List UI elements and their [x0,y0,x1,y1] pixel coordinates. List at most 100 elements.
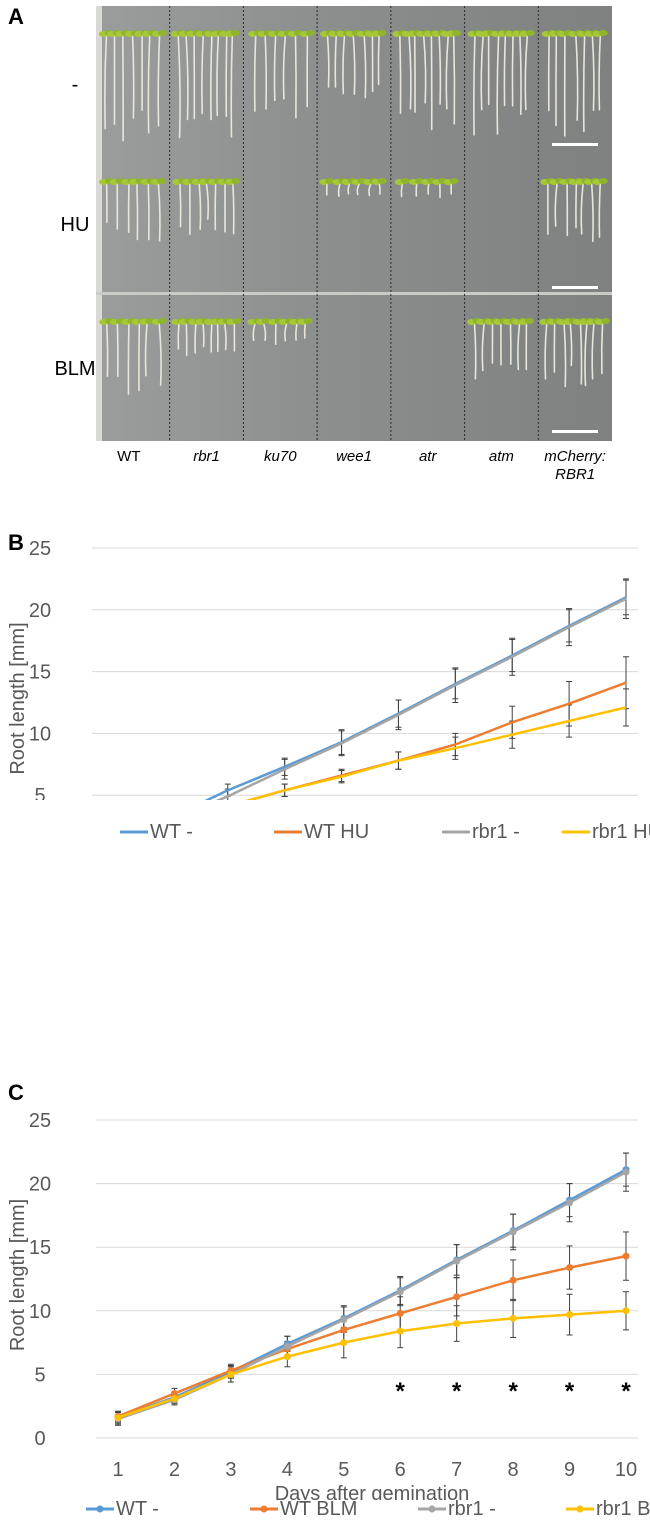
significance-marker: * [621,1378,631,1405]
seedling-root [496,35,500,135]
seedling-leaf [232,318,242,324]
row-label-hu: HU [60,214,90,236]
seedling-root [580,183,584,235]
scale-bar [552,143,598,146]
legend-swatch [442,830,470,834]
seedling-leaf [598,178,608,184]
x-tick-label: 4 [282,1459,293,1481]
seedling-root [399,35,402,114]
seedling-root [600,323,604,375]
seedling-root [194,323,197,354]
series-line [215,597,627,800]
seedling-leaf [325,178,335,184]
y-axis-label: Root length [mm] [7,622,29,774]
seedling-root [177,323,180,350]
seedling-root [342,35,346,95]
seedling-root [575,35,579,121]
seedling-root [445,35,449,110]
x-tick-label: 8 [508,1459,519,1481]
seedling-root [147,183,150,241]
seedling-root [223,323,227,351]
data-point [114,1414,122,1422]
series-line [245,706,627,800]
y-tick-label: 15 [29,1237,51,1259]
data-point [622,1307,630,1315]
seedling-root [136,183,139,241]
seedling-root [282,35,287,100]
significance-marker: * [565,1378,575,1405]
legend-item: rbr1 BLM [566,1495,650,1523]
seedling-root [253,35,257,112]
seedling-root [480,35,484,111]
data-point [453,1293,461,1301]
seedling-root [104,35,108,130]
seedling-root [179,183,182,228]
x-tick-label: 7 [451,1459,462,1481]
seedling-root [452,35,456,125]
seedling-root [177,35,181,139]
data-point [509,1276,517,1284]
data-point [566,1311,574,1319]
seedling-root [591,323,595,380]
seedling-root [198,183,202,230]
x-tick-label: 5 [338,1459,349,1481]
data-point [396,1288,404,1296]
series-line [245,681,627,800]
significance-marker: * [452,1378,462,1405]
data-point [227,1370,235,1378]
seedling-leaf [377,178,387,184]
seedling-photo-image [96,6,612,441]
genotype-label: atr [418,448,437,465]
seedling-root [334,35,337,88]
data-point [396,1327,404,1335]
x-tick-label: 9 [564,1459,575,1481]
seedling-root [519,35,522,115]
legend-label: rbr1 HU [592,820,650,843]
seedling-root [201,35,204,115]
legend-swatch [562,830,590,834]
seedling-root [284,323,288,342]
seedling-root [157,35,161,127]
seedling-root [210,323,213,353]
seedling-leaf [158,30,167,36]
seedling-root [582,35,586,133]
series-line [117,1254,627,1418]
legend-item: WT BLM [250,1495,357,1523]
seedling-leaf [157,318,167,324]
seedling-root [225,35,228,117]
seedling-root [427,183,430,195]
seedling-root [438,35,442,105]
seedling-photo [96,6,612,441]
seedling-root [116,323,119,377]
seedling-root [422,35,427,104]
seedling-root [294,35,297,119]
y-axis-label: Root length [mm] [7,1199,29,1351]
seedling-leaf [525,30,535,36]
data-point [340,1316,348,1324]
data-point [340,1339,348,1347]
x-tick-label: 6 [395,1459,406,1481]
data-point [283,1353,291,1361]
seedling-root [131,35,135,119]
y-tick-label: 20 [29,600,51,622]
legend-swatch [86,1505,114,1513]
seedling-root [544,323,548,380]
seedling-root [337,183,341,197]
data-point [283,1342,291,1350]
y-tick-label: 25 [29,1110,51,1132]
legend-label: WT - [116,1497,159,1520]
legend-label: WT - [150,820,193,843]
seedling-leaf [449,178,459,184]
y-tick-label: 0 [34,1428,45,1450]
seedling-leaf [452,30,462,36]
legend-label: rbr1 BLM [596,1497,650,1520]
seedling-root [400,183,403,198]
seedling-root [511,35,514,107]
seedling-root [503,35,507,107]
data-point [170,1389,178,1397]
y-tick-label: 20 [29,1174,51,1196]
seedling-leaf [400,178,410,184]
seedling-root [232,183,235,235]
seedling-leaf [601,318,610,324]
